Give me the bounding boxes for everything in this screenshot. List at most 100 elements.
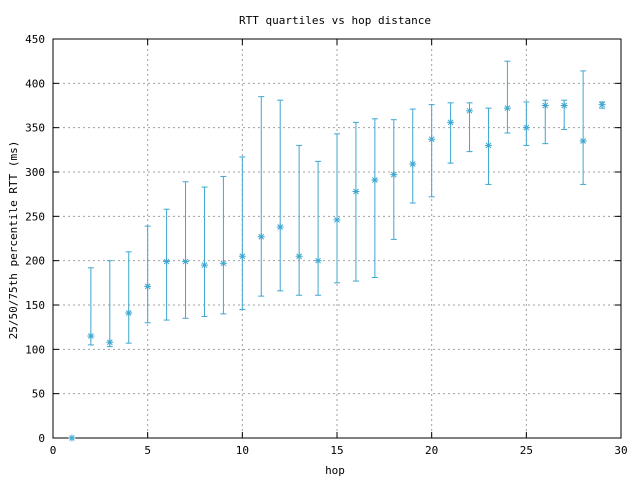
median-marker: [447, 118, 455, 126]
data-point: [428, 104, 436, 198]
x-tick-label: 30: [614, 444, 627, 457]
median-marker: [390, 171, 398, 179]
median-marker: [560, 102, 568, 109]
median-marker: [238, 252, 246, 260]
data-point: [68, 434, 76, 442]
marker-stroke: [372, 177, 378, 183]
median-marker: [257, 233, 265, 241]
median-marker: [182, 258, 190, 266]
marker-stroke: [485, 142, 492, 149]
marker-stroke: [182, 258, 189, 265]
data-point: [390, 119, 398, 240]
data-point: [200, 186, 208, 318]
median-marker: [333, 216, 341, 224]
median-marker: [200, 261, 208, 269]
median-marker: [579, 137, 587, 145]
median-marker: [466, 107, 474, 115]
data-point: [541, 99, 549, 145]
data-point: [257, 96, 265, 297]
marker-stroke: [599, 101, 605, 108]
x-tick-label: 20: [425, 444, 438, 457]
marker-stroke: [239, 253, 246, 260]
y-tick-label: 100: [25, 343, 45, 356]
marker-stroke: [144, 283, 151, 290]
data-point: [314, 160, 322, 296]
marker-stroke: [580, 138, 586, 144]
median-marker: [371, 176, 379, 184]
data-point: [238, 156, 246, 310]
y-tick-label: 150: [25, 299, 45, 312]
marker-stroke: [106, 339, 113, 346]
data-point: [352, 121, 360, 282]
x-axis-label: hop: [325, 464, 345, 477]
data-point: [144, 225, 152, 324]
data-point: [125, 251, 133, 344]
median-marker: [522, 124, 530, 132]
marker-stroke: [163, 258, 170, 265]
marker-stroke: [334, 217, 340, 223]
median-marker: [68, 434, 76, 442]
y-tick-label: 350: [25, 122, 45, 135]
marker-stroke: [447, 119, 454, 126]
median-marker: [598, 101, 606, 109]
marker-stroke: [523, 124, 530, 131]
x-tick-label: 15: [330, 444, 343, 457]
median-marker: [541, 102, 549, 109]
chart-title: RTT quartiles vs hop distance: [239, 14, 431, 27]
median-marker: [87, 332, 95, 340]
y-tick-label: 400: [25, 77, 45, 90]
median-marker: [276, 223, 284, 231]
y-tick-label: 250: [25, 210, 45, 223]
data-point: [579, 70, 587, 185]
marker-stroke: [220, 260, 227, 267]
marker-stroke: [88, 333, 94, 339]
data-point: [371, 118, 379, 279]
x-tick-label: 5: [144, 444, 151, 457]
data-point: [560, 99, 568, 130]
marker-stroke: [466, 107, 473, 114]
marker-stroke: [409, 161, 416, 167]
marker-stroke: [258, 233, 265, 240]
data-point: [295, 144, 303, 296]
marker-stroke: [296, 253, 302, 260]
data-point: [466, 102, 474, 153]
y-axis-label: 25/50/75th percentile RTT (ms): [7, 141, 20, 340]
marker-stroke: [353, 188, 359, 195]
median-marker: [484, 141, 492, 149]
y-tick-label: 300: [25, 166, 45, 179]
median-marker: [503, 104, 511, 112]
data-point: [87, 267, 95, 346]
data-point: [598, 101, 606, 109]
median-marker: [428, 135, 436, 143]
data-point: [182, 181, 190, 319]
median-marker: [125, 309, 133, 317]
data-point: [503, 60, 511, 134]
marker-stroke: [504, 105, 511, 112]
marker-stroke: [390, 171, 397, 178]
marker-stroke: [69, 435, 75, 441]
median-marker: [144, 282, 152, 290]
data-point: [276, 99, 284, 292]
x-tick-label: 10: [236, 444, 249, 457]
median-marker: [314, 257, 322, 265]
marker-stroke: [277, 224, 284, 230]
data-point: [522, 101, 530, 146]
y-tick-label: 50: [32, 388, 45, 401]
median-marker: [295, 252, 303, 260]
median-marker: [106, 338, 114, 346]
median-marker: [163, 258, 171, 266]
data-point: [106, 260, 114, 348]
median-marker: [219, 259, 227, 267]
x-tick-label: 0: [50, 444, 57, 457]
data-point: [163, 208, 171, 321]
median-marker: [352, 188, 360, 196]
median-marker: [409, 160, 417, 168]
marker-stroke: [428, 136, 435, 143]
data-layer: [68, 60, 606, 442]
data-point: [409, 108, 417, 204]
marker-stroke: [561, 102, 568, 109]
data-point: [484, 107, 492, 185]
data-point: [447, 102, 455, 164]
